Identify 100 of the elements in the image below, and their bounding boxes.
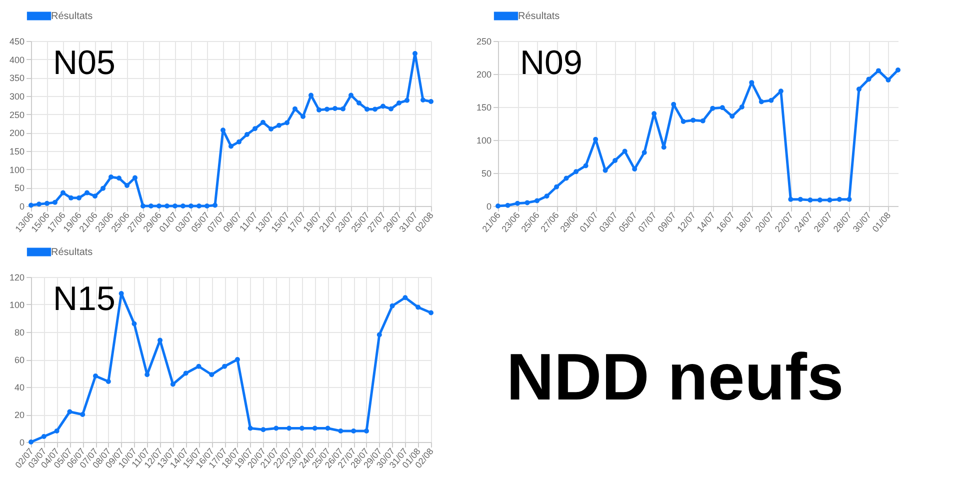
point [196,364,202,369]
point [284,120,290,126]
point [92,194,98,199]
y-tick-label: 0 [486,202,492,212]
point [428,99,434,104]
point [730,114,735,119]
point [612,158,618,163]
point [325,426,330,431]
point [93,374,98,378]
point [183,370,188,376]
point [416,304,421,310]
point [52,200,58,205]
point [156,204,162,208]
point [710,106,716,111]
y-tick-label: 0 [19,202,24,212]
y-tick-label: 250 [476,36,492,46]
point [836,196,842,202]
point [316,107,322,112]
y-tick-label: 200 [476,70,492,80]
point [642,150,647,156]
point [60,190,66,196]
point [84,190,90,196]
point [41,434,46,439]
point [876,68,881,74]
y-tick-label: 300 [9,92,24,102]
point [544,194,550,199]
point [209,372,214,378]
point [524,200,530,206]
point [332,106,338,111]
point [164,204,170,208]
y-tick-label: 40 [14,382,24,392]
point [602,168,608,173]
point [404,98,410,103]
point [496,204,500,208]
point [172,204,178,208]
point [671,102,676,107]
point [76,195,82,200]
point [236,139,242,144]
point [661,144,666,150]
y-tick-label: 450 [9,36,24,46]
y-tick-label: 20 [14,410,24,420]
point [68,195,74,200]
point [376,332,382,338]
point [36,202,42,207]
point [534,198,540,204]
point [593,136,598,142]
point [132,175,138,180]
y-tick-label: 100 [476,136,492,146]
point [180,204,186,208]
point [690,118,696,123]
point [778,88,784,94]
point [276,122,282,128]
point [106,379,111,384]
point [212,202,218,208]
point [324,106,330,112]
point [260,427,266,432]
point [788,196,794,202]
point [248,426,253,431]
y-tick-label: 400 [9,54,24,65]
point [412,50,418,56]
point [300,114,306,120]
point [356,100,362,106]
y-tick-label: 80 [14,328,24,338]
y-tick-label: 60 [14,355,24,365]
y-tick-label: 0 [19,438,24,448]
point [768,98,774,103]
y-tick-label: 100 [9,164,24,175]
point [144,372,150,378]
point [28,202,34,208]
point [222,364,228,369]
point [420,98,426,103]
point [380,104,386,109]
point [846,196,852,202]
point [108,174,114,180]
point [204,204,210,208]
point [170,382,176,387]
chart-title: N15 [53,280,116,318]
point [866,76,872,82]
point [583,163,588,168]
point [896,68,900,73]
point [340,106,346,112]
point [700,118,706,124]
point [244,132,250,137]
point [292,106,298,112]
point [817,198,822,203]
point [234,357,240,362]
point [312,426,318,431]
chart-title: N05 [53,44,116,82]
point [505,202,510,208]
y-tick-label: 350 [9,73,24,84]
point [364,428,369,434]
point [196,204,202,208]
point [758,99,764,104]
legend-label: Résultats [51,247,93,258]
point [268,126,274,132]
point [428,310,434,316]
point [348,92,354,98]
point [886,77,891,82]
point [622,148,628,154]
point [402,295,408,300]
